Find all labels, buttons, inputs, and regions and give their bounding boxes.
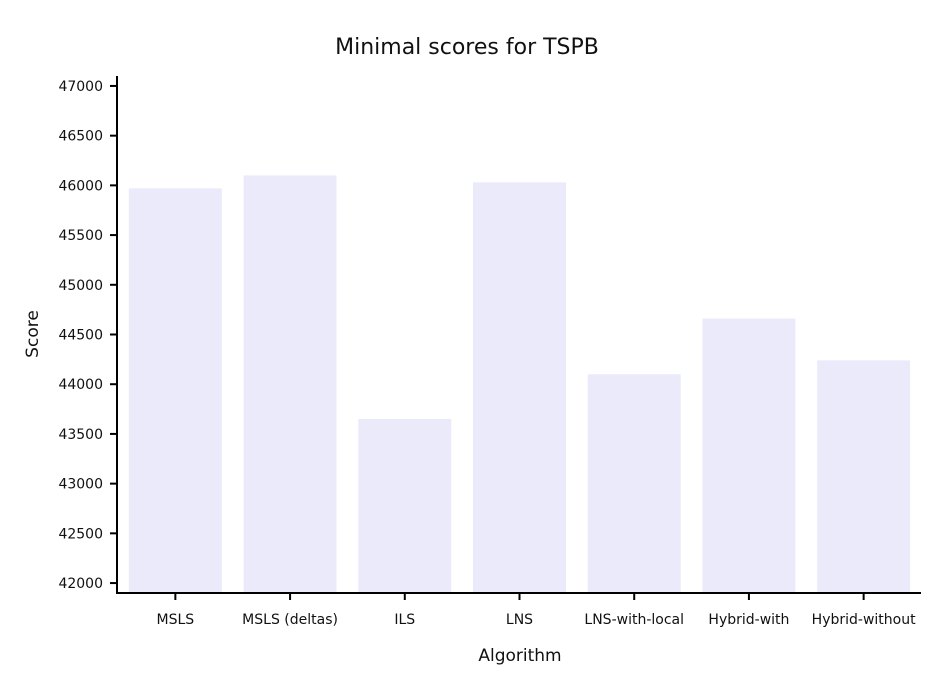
x-tick-label-0: MSLS: [157, 612, 195, 628]
y-tick-label-1: 42500: [58, 526, 103, 542]
y-tick-label-0: 42000: [58, 576, 103, 592]
bar-6: [817, 360, 911, 593]
bar-0: [128, 188, 222, 593]
y-tick-label-3: 43500: [58, 427, 103, 443]
bar-3: [473, 182, 566, 593]
x-tick-label-1: MSLS (deltas): [242, 612, 338, 628]
chart-title: Minimal scores for TSPB: [335, 35, 599, 60]
y-tick-label-8: 46000: [58, 178, 103, 194]
y-tick-label-4: 44000: [58, 377, 103, 393]
x-tick-label-4: LNS-with-local: [584, 612, 684, 628]
bar-5: [702, 318, 796, 593]
x-tick-label-5: Hybrid-with: [708, 612, 789, 628]
y-tick-label-9: 46500: [58, 129, 103, 145]
y-axis-title: Score: [23, 310, 43, 358]
y-tick-label-5: 44500: [58, 328, 103, 344]
y-tick-label-6: 45000: [58, 278, 103, 294]
bar-2: [358, 419, 452, 593]
x-axis-title: Algorithm: [478, 646, 561, 666]
x-tick-label-3: LNS: [506, 612, 533, 628]
x-tick-label-6: Hybrid-without: [812, 612, 916, 628]
y-tick-label-2: 43000: [58, 477, 103, 493]
bar-4: [587, 374, 681, 593]
y-tick-label-10: 47000: [58, 79, 103, 95]
x-ticks-group: MSLS MSLS (deltas) ILS LNS LNS-with-local Hyb…: [157, 593, 916, 628]
bar-1: [243, 175, 337, 593]
y-ticks-group: 42000 42500 43000 43500 44000 44500 45000 45500…: [58, 79, 117, 592]
x-tick-label-2: ILS: [394, 612, 415, 628]
y-tick-label-7: 45500: [58, 228, 103, 244]
bars-group: [128, 175, 911, 593]
